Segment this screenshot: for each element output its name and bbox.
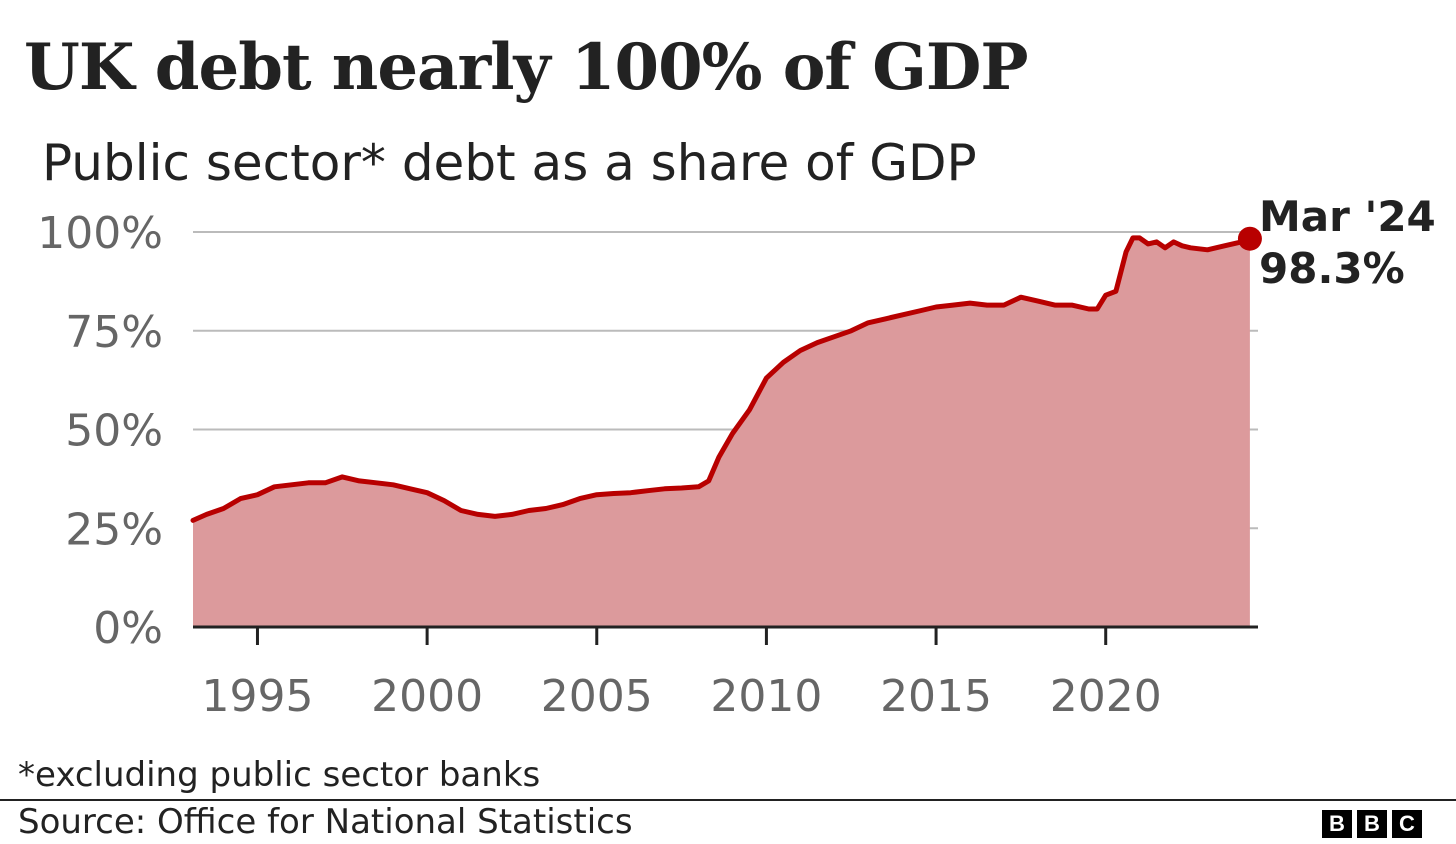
chart-subtitle: Public sector* debt as a share of GDP xyxy=(42,134,977,192)
x-axis xyxy=(193,625,1258,645)
x-tick-label: 2010 xyxy=(710,671,822,722)
annotation-value: 98.3% xyxy=(1259,244,1405,293)
y-tick-label: 100% xyxy=(37,208,163,259)
y-tick-label: 50% xyxy=(65,406,163,457)
logo-letter: C xyxy=(1392,810,1422,838)
x-tick-label: 1995 xyxy=(201,671,313,722)
x-axis-labels: 1995 2000 2005 2010 2015 2020 xyxy=(201,671,1161,722)
bbc-logo: B B C xyxy=(1322,810,1422,838)
chart-title: UK debt nearly 100% of GDP xyxy=(24,30,1028,105)
debt-series-line xyxy=(190,235,1253,523)
debt-area-fill xyxy=(193,237,1250,627)
y-tick-label: 25% xyxy=(65,504,163,555)
footnote: *excluding public sector banks xyxy=(18,755,541,795)
logo-letter: B xyxy=(1322,810,1352,838)
annotation-date: Mar '24 xyxy=(1259,192,1436,241)
x-tick-label: 2000 xyxy=(371,671,483,722)
x-tick-label: 2020 xyxy=(1050,671,1162,722)
x-tick-label: 2015 xyxy=(880,671,992,722)
footer-divider xyxy=(0,799,1456,801)
latest-point-marker xyxy=(1237,226,1262,251)
y-tick-label: 0% xyxy=(93,603,163,654)
y-axis-labels: 0% 25% 50% 75% 100% xyxy=(37,208,163,654)
line-layer xyxy=(190,235,1253,523)
x-tick-label: 2005 xyxy=(541,671,653,722)
logo-letter: B xyxy=(1357,810,1387,838)
area-layer xyxy=(193,237,1250,627)
y-tick-label: 75% xyxy=(65,307,163,358)
source-note: Source: Office for National Statistics xyxy=(18,802,633,842)
